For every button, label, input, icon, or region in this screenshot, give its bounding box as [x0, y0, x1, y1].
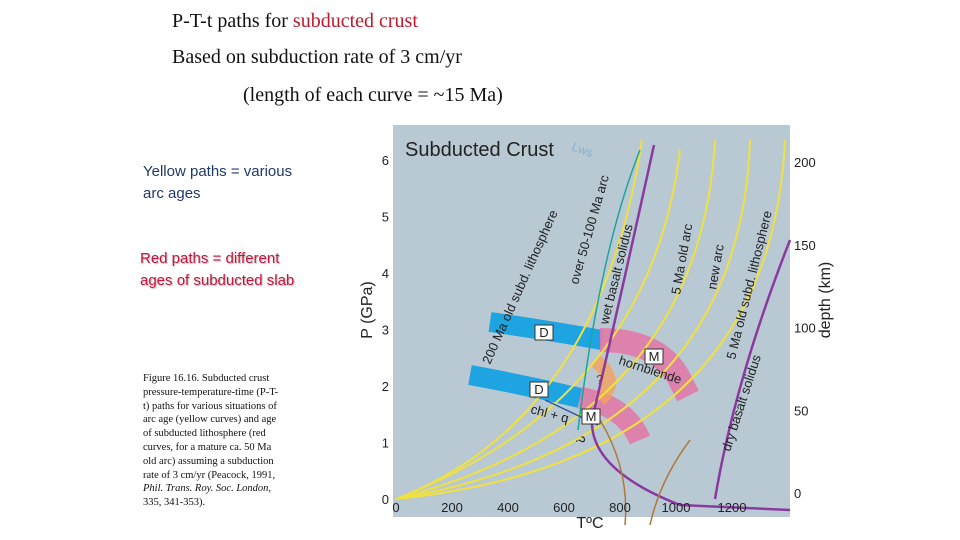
text-line: Phil. Trans. Roy. Soc. London,: [143, 483, 272, 495]
text-line: curves, for a mature ca. 50 Ma: [143, 441, 272, 453]
label-box: [534, 324, 554, 341]
text-line: Yellow paths = various: [143, 163, 293, 180]
label-box: [529, 381, 549, 398]
pink-band: [577, 387, 651, 445]
x-tick-label: 800: [609, 500, 631, 515]
plot-background: [393, 125, 790, 517]
text-line: arc age (yellow curves) and age: [143, 414, 277, 426]
y2-tick-label: 100: [794, 321, 816, 336]
y-tick-label: 1: [382, 436, 389, 451]
red-note: Red paths = different ages of subducted s…: [140, 248, 294, 292]
x-tick-label: 400: [497, 500, 519, 515]
dry-solidus: [713, 239, 792, 500]
y2-tick-label: 150: [794, 238, 816, 253]
text-line: t) paths for various situations of: [143, 400, 277, 412]
reaction-curve: [599, 419, 627, 526]
wet-solidus: [590, 144, 791, 512]
y-tick-label: 6: [382, 153, 389, 168]
label-box: [581, 408, 601, 425]
question-mark: ?: [572, 434, 589, 446]
y2-tick-label: 50: [794, 403, 808, 418]
y-tick-label: 3: [382, 323, 389, 338]
yellow-note: Yellow paths = various arc ages: [143, 161, 292, 205]
note: (length of each curve = ~15 Ma): [243, 84, 503, 106]
text-line: old arc) assuming a subduction: [143, 455, 274, 467]
lws-label: Lws: [570, 140, 595, 160]
caption: Figure 16.16. Subducted crust pressure-te…: [143, 372, 278, 510]
y-tick-label: 4: [382, 266, 389, 281]
x-tick-label: 200: [441, 500, 463, 515]
y-tick-label: 2: [382, 379, 389, 394]
text-line: Figure 16.16. Subducted crust: [143, 373, 270, 384]
question-mark: ?: [596, 372, 603, 387]
blue-band: [468, 365, 583, 408]
text-line: Red paths = different: [140, 250, 280, 267]
x-tick-label: 600: [553, 500, 575, 515]
label-box: [644, 348, 664, 365]
figure-title: Subducted Crust: [405, 139, 554, 161]
title-text: P-T-t paths for: [172, 10, 293, 32]
slide-title: P-T-t paths for subducted crust: [172, 10, 418, 33]
orange-region: [590, 354, 616, 405]
y2-axis-label: depth (km): [817, 262, 834, 338]
y2-tick-label: 200: [794, 155, 816, 170]
lws-curve: [577, 149, 641, 431]
zone-label: M: [586, 409, 597, 424]
x-tick-label: 1000: [662, 500, 691, 515]
y-tick-label: 0: [382, 492, 389, 507]
title-highlight: subducted crust: [292, 10, 418, 32]
yellow-paths: [395, 139, 786, 500]
zone-label: D: [534, 382, 543, 397]
text-line: arc ages: [143, 185, 201, 202]
text-line: rate of 3 cm/yr (Peacock, 1991,: [143, 469, 276, 481]
text-line: pressure-temperature-time (P-T-: [143, 386, 279, 398]
x-axis-label: TºC: [576, 515, 603, 532]
text-line: of subducted lithosphere (red: [143, 428, 266, 440]
zone-label: D: [539, 325, 548, 340]
y2-tick-label: 0: [794, 486, 801, 501]
x-tick-label: 1200: [718, 500, 747, 515]
text-line: ages of subducted slab: [140, 272, 295, 289]
subtitle: Based on subduction rate of 3 cm/yr: [172, 46, 462, 68]
y-tick-label: 5: [382, 210, 389, 225]
zone-label: M: [649, 349, 660, 364]
x-tick-label: 0: [392, 500, 399, 515]
y-axis-label: P (GPa): [359, 281, 376, 339]
reaction-curve: [649, 439, 691, 526]
text-line: 335, 341-353).: [143, 497, 206, 509]
